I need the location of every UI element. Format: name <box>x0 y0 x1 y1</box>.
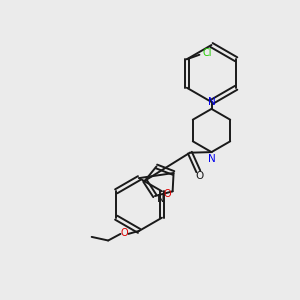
Text: O: O <box>120 228 128 238</box>
Text: N: N <box>208 154 215 164</box>
Text: N: N <box>208 97 215 107</box>
Text: Cl: Cl <box>202 48 212 58</box>
Text: O: O <box>196 171 204 181</box>
Text: N: N <box>157 194 164 204</box>
Text: O: O <box>164 189 171 199</box>
